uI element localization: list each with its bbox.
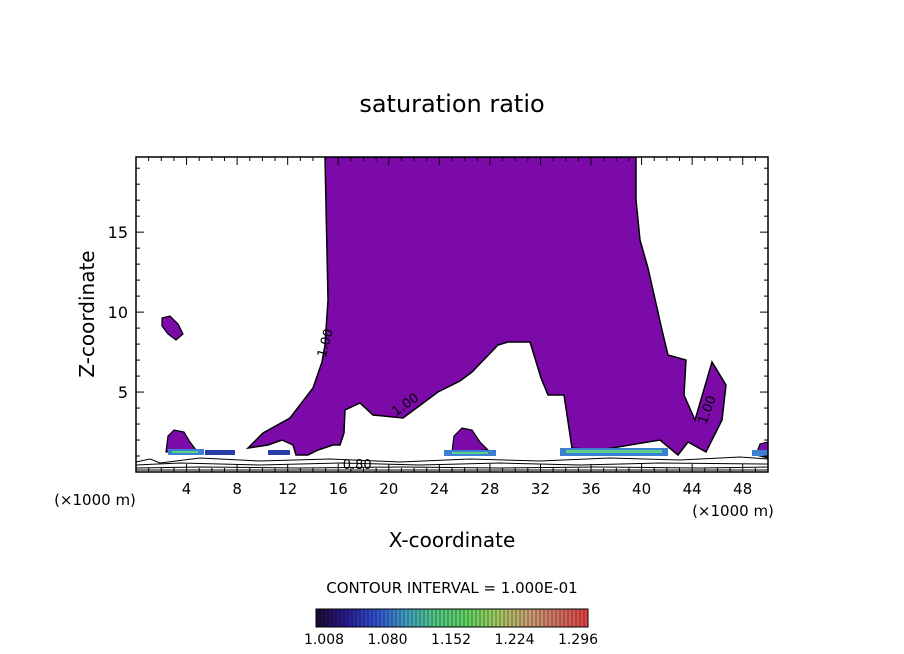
- saturated-region-main: [245, 157, 727, 457]
- supersat-band-6: [752, 450, 768, 456]
- supersat-band-2: [205, 450, 235, 455]
- colorbar-labels: 1.008 1.080 1.152 1.224 1.296: [304, 632, 598, 648]
- contour-label: 0.80: [343, 458, 372, 473]
- colorbar-tick-label: 1.224: [494, 632, 534, 648]
- saturated-blob-mid: [451, 427, 490, 453]
- x-tick-label: 20: [379, 480, 398, 498]
- colorbar-tick-label: 1.080: [367, 632, 407, 648]
- x-tick-label: 16: [329, 480, 348, 498]
- x-tick-label: 8: [232, 480, 242, 498]
- x-tick-label: 36: [581, 480, 600, 498]
- saturated-blob-left: [161, 315, 184, 341]
- supersat-band-4-core: [452, 452, 488, 454]
- y-axis: 5 10 15: [108, 167, 768, 457]
- x-tick-label: 4: [182, 480, 192, 498]
- x-tick-label: 40: [632, 480, 651, 498]
- contour-interval-label: CONTOUR INTERVAL = 1.000E-01: [326, 579, 577, 597]
- x-unit-right: (×1000 m): [692, 502, 774, 520]
- x-axis-label: X-coordinate: [389, 528, 516, 552]
- colorbar-tick-label: 1.296: [558, 632, 598, 648]
- x-tick-label: 32: [531, 480, 550, 498]
- y-tick-label: 15: [108, 223, 128, 242]
- x-unit-left: (×1000 m): [54, 491, 136, 509]
- supersat-band-5-core: [566, 450, 662, 453]
- supersat-band-1-core: [172, 451, 198, 453]
- y-axis-label: Z-coordinate: [75, 250, 99, 377]
- colorbar-stripes: [319, 609, 585, 627]
- contour-label: 1.00: [315, 327, 337, 359]
- y-tick-label: 10: [108, 303, 128, 322]
- colorbar-tick-label: 1.152: [431, 632, 471, 648]
- saturated-blob-low-left: [165, 429, 198, 453]
- colorbar: 1.008 1.080 1.152 1.224 1.296: [304, 608, 598, 648]
- x-tick-label: 12: [278, 480, 297, 498]
- x-tick-label: 28: [480, 480, 499, 498]
- x-tick-label: 24: [430, 480, 449, 498]
- ground-contours: [136, 456, 768, 471]
- colorbar-tick-label: 1.008: [304, 632, 344, 648]
- chart-title: saturation ratio: [359, 90, 544, 118]
- y-tick-label: 5: [118, 383, 128, 402]
- x-axis: 4 8 12 16 20 24 28 32 36 40 44 48: [148, 157, 756, 498]
- supersat-band-3: [268, 450, 290, 455]
- x-tick-label: 44: [683, 480, 702, 498]
- plot-area: [136, 157, 768, 471]
- x-tick-label: 48: [733, 480, 752, 498]
